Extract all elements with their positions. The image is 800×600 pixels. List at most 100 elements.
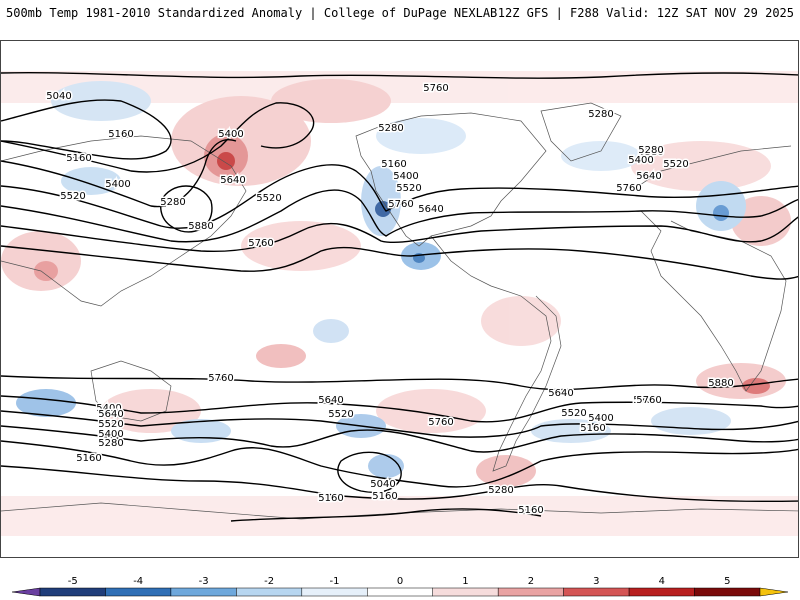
contour-label: 5760 (428, 417, 453, 428)
contour-line (1, 410, 798, 438)
contour-label: 5880 (188, 221, 213, 232)
colorbar-ticks: -5 -4 -3 -2 -1 0 1 2 3 4 5 (68, 576, 731, 587)
contour-line (1, 375, 798, 391)
contour-line (1, 395, 798, 423)
cold-anomaly (313, 319, 349, 343)
contour-label: 5520 (561, 408, 586, 419)
colorbar-swatch (563, 587, 630, 597)
warm-anomaly (256, 344, 306, 368)
contour-label: 5640 (418, 204, 443, 215)
warm-anomaly (631, 141, 771, 191)
contour-line (1, 465, 798, 503)
antarctic-anomaly-band (1, 496, 798, 536)
contour-label: 5520 (663, 159, 688, 170)
contour-label: 5160 (372, 491, 397, 502)
colorbar-swatch (628, 587, 695, 597)
map-header: 500mb Temp 1981-2010 Standardized Anomal… (0, 0, 800, 34)
contour-label: 5280 (160, 197, 185, 208)
contour-label: 5520 (60, 191, 85, 202)
contour-label: 5160 (108, 129, 133, 140)
contour-line (1, 72, 798, 79)
contour-label: 5280 (488, 485, 513, 496)
greenland-outline (540, 102, 622, 162)
contour-line (1, 216, 798, 253)
contour-label: 5400 (96, 403, 121, 414)
anomaly-map: 5040 5160 5160 5400 5520 5280 5400 5640 5520 5760… (0, 40, 799, 558)
contour-label: 5760 (248, 238, 273, 249)
contour-label-group: 5040516051605400552052805400564055205760… (45, 82, 735, 518)
cold-anomaly (368, 454, 404, 478)
contour-label: 5760 (208, 373, 233, 384)
map-canvas: 5040516051605400552052805400564055205760… (1, 71, 798, 536)
cold-anomaly (361, 166, 401, 236)
contour-label: 5280 (588, 109, 613, 120)
contour-label: 5640 (548, 388, 573, 399)
cold-anomaly (651, 407, 731, 435)
contour-line (1, 99, 172, 160)
warm-anomaly (476, 455, 536, 487)
colorbar-tick-label: -3 (199, 576, 209, 587)
colorbar-swatch (497, 587, 564, 597)
contour-label: 5040 (46, 91, 71, 102)
contour-label: 5280 (638, 147, 663, 158)
warm-anomaly (1, 231, 81, 291)
warm-anomaly (34, 261, 58, 281)
contour-label: 5640 (636, 171, 661, 182)
warm-anomaly (241, 221, 361, 271)
contour-label: 5400 (393, 171, 418, 182)
contour-label: 5040 (370, 479, 395, 490)
colorbar-swatch (39, 587, 106, 597)
warm-anomaly (376, 389, 486, 433)
warm-anomaly (731, 196, 791, 246)
colorbar-swatch (432, 587, 499, 597)
contour-label: 5160 (580, 423, 605, 434)
contour-closed-low (337, 451, 402, 493)
colorbar-tick-label: -4 (133, 576, 143, 587)
contour-line (1, 189, 798, 243)
cold-anomaly (171, 419, 231, 443)
height-contours (1, 72, 798, 522)
cold-anomaly (561, 141, 641, 171)
product-title: 500mb Temp 1981-2010 Standardized Anomal… (6, 6, 498, 20)
cold-anomaly (51, 81, 151, 121)
colorbar-tick-label: 3 (593, 576, 599, 587)
cold-anomaly (61, 167, 121, 195)
contour-label: 5760 (388, 199, 413, 210)
warm-anomaly (742, 378, 770, 394)
colorbar-tick-label: -1 (330, 576, 340, 587)
cold-anomaly (16, 389, 76, 417)
contour-label: 5760 (423, 83, 448, 94)
contour-label: 5160 (518, 505, 543, 516)
contour-label: 5520 (256, 193, 281, 204)
contour-label: 5760 (636, 395, 661, 406)
colorbar-tick-label: -5 (68, 576, 78, 587)
contour-label: 5160 (66, 153, 91, 164)
contour-closed-low (159, 185, 213, 233)
contour-label: 5760 (633, 395, 658, 406)
contour-label: 5400 (105, 179, 130, 190)
colorbar-tick-label: 4 (659, 576, 665, 587)
contour-line (1, 164, 798, 229)
colorbar-swatches (11, 587, 789, 597)
contour-label: 5400 (98, 429, 123, 440)
contour-label: 5400 (588, 413, 613, 424)
contour-label: 5280 (98, 438, 123, 449)
colorbar-tick-label: 5 (724, 576, 730, 587)
model-run-valid-time: 12Z GFS | F288 Valid: 12Z SAT NOV 29 202… (497, 6, 794, 20)
north-america-outline (355, 112, 547, 247)
cold-anomaly (713, 205, 729, 221)
contour-label: 5640 (98, 409, 123, 420)
colorbar-swatch (105, 587, 172, 597)
colorbar-extend-high (759, 587, 789, 597)
contour-line (1, 245, 798, 280)
south-america-outline (430, 235, 562, 472)
contour-label: 5520 (328, 409, 353, 420)
contour-label: 5640 (220, 175, 245, 186)
warm-anomaly (101, 389, 201, 433)
contour-line (230, 508, 542, 522)
asia-outline (1, 135, 247, 307)
colorbar-tick-label: 0 (397, 576, 403, 587)
colorbar-tick-label: 2 (528, 576, 534, 587)
colorbar-swatch (367, 587, 433, 597)
warm-anomaly (481, 296, 561, 346)
